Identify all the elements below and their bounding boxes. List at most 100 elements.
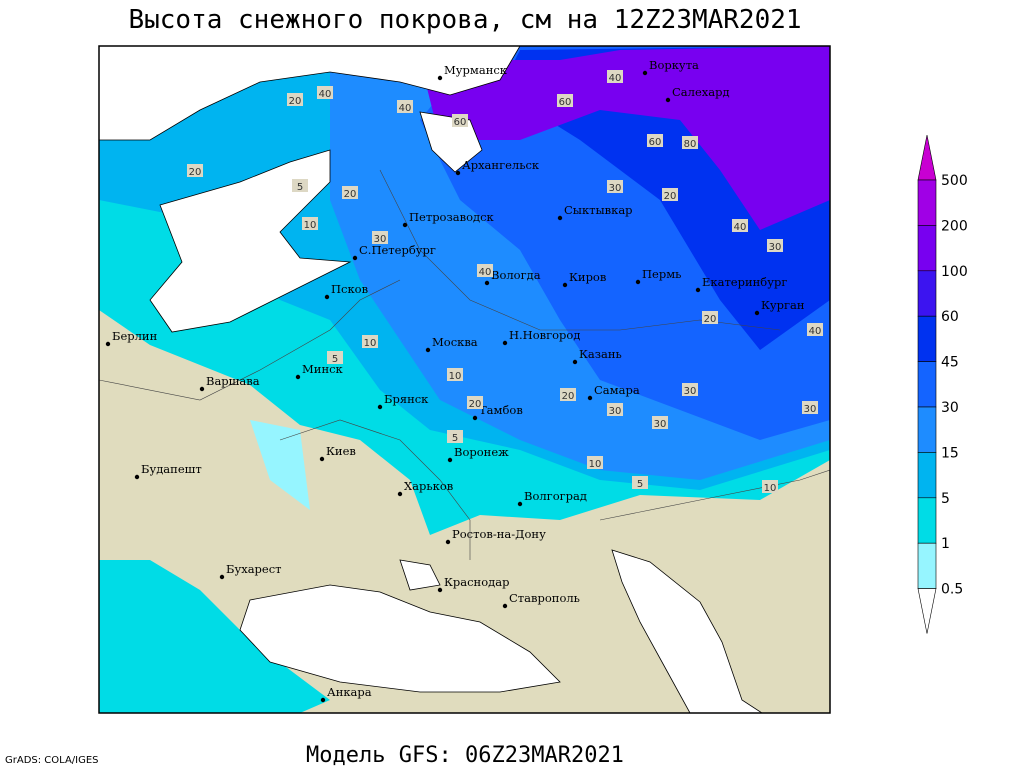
contour-label: 30 [684, 386, 697, 397]
contour-label-box [607, 403, 623, 416]
colorbar-label: 1 [941, 536, 950, 552]
contour-label: 20 [704, 314, 717, 325]
city-dot [587, 395, 593, 401]
map-area [99, 46, 830, 713]
colorbar-label: 60 [941, 309, 959, 325]
city-dot [402, 222, 408, 228]
contour-label-box [372, 231, 388, 244]
contour-label: 40 [479, 267, 492, 278]
contour-label: 40 [399, 103, 412, 114]
city-dot [320, 697, 326, 703]
contour-label-box [292, 179, 308, 192]
colorbar-bottom [917, 588, 937, 634]
contour-label: 20 [664, 191, 677, 202]
city-dot [665, 97, 671, 103]
colorbar-box [917, 361, 937, 408]
map-frame [98, 45, 831, 714]
city-label: Воркута [649, 58, 699, 72]
city-label: Вологда [491, 268, 541, 282]
snow-zone [420, 46, 830, 230]
city-label: Волгоград [524, 489, 587, 503]
city-label: Петрозаводск [409, 210, 495, 224]
city-dot [502, 603, 508, 609]
snow-zone [250, 420, 310, 510]
colorbar-label: 30 [941, 400, 959, 416]
city-dot [517, 501, 523, 507]
city-dot [562, 282, 568, 288]
city-dot [425, 347, 431, 353]
city-label: Анкара [327, 685, 372, 699]
colorbar: 500 200 100 60 45 30 15 5 1 0.5 [917, 134, 968, 634]
colorbar-box [917, 497, 937, 544]
city-dot [134, 474, 140, 480]
contour-label-box [397, 100, 413, 113]
contour-label-box [767, 239, 783, 252]
colorbar-box [917, 542, 937, 589]
city-dot [437, 587, 443, 593]
contour-label: 60 [454, 117, 467, 128]
city-label: Будапешт [141, 462, 202, 476]
city-layer: Мурманск Воркута Салехард Архангельск Петроз… [105, 58, 805, 703]
city-dot [219, 574, 225, 580]
colorbar-box [917, 452, 937, 499]
contour-label-box [302, 217, 318, 230]
contour-label: 5 [297, 182, 303, 193]
contour-label: 40 [734, 222, 747, 233]
map-title: Высота снежного покрова, см на 12Z23MAR2… [128, 5, 801, 35]
city-dot [199, 386, 205, 392]
city-label: Ростов-на-Дону [452, 527, 546, 541]
contour-label-box [802, 401, 818, 414]
contour-label: 60 [649, 137, 662, 148]
city-label: Киров [569, 270, 606, 284]
contour-label-box [652, 416, 668, 429]
credit: GrADS: COLA/IGES [5, 755, 99, 766]
city-dot [352, 255, 358, 261]
border [379, 169, 781, 331]
city-label: Салехард [672, 85, 730, 99]
city-label: Тамбов [479, 403, 523, 417]
contour-label: 30 [609, 406, 622, 417]
contour-label-box [557, 94, 573, 107]
contour-label: 20 [189, 167, 202, 178]
colorbar-box [917, 225, 937, 272]
snow-zone [99, 560, 330, 713]
city-label: Москва [432, 335, 478, 349]
model-label: Модель GFS: 06Z23MAR2021 [306, 743, 624, 768]
city-dot [445, 539, 451, 545]
contour-label-box [607, 70, 623, 83]
contour-label-box [647, 134, 663, 147]
contour-label: 40 [609, 73, 622, 84]
contour-label-box [632, 476, 648, 489]
contour-label-box [447, 430, 463, 443]
city-dot [105, 341, 111, 347]
contour-label: 30 [374, 234, 387, 245]
contour-label-box [560, 388, 576, 401]
contour-label-box [477, 264, 493, 277]
city-dot [455, 170, 461, 176]
contour-label-box [342, 186, 358, 199]
city-dot [484, 280, 490, 286]
city-label: Мурманск [444, 63, 508, 77]
contour-label: 5 [637, 479, 643, 490]
colorbar-box [917, 179, 937, 226]
contour-label-box [317, 86, 333, 99]
city-label: Киев [326, 444, 356, 458]
city-label: С.Петербург [359, 243, 436, 257]
city-label: Екатеринбург [702, 275, 787, 289]
contour-label: 10 [589, 459, 602, 470]
city-dot [572, 359, 578, 365]
contour-label: 40 [319, 89, 332, 100]
colorbar-label: 200 [941, 218, 968, 234]
contour-label: 40 [809, 326, 822, 337]
city-label: Ставрополь [509, 591, 580, 605]
city-label: Харьков [404, 479, 453, 493]
contour-label-box [807, 323, 823, 336]
contour-label: 30 [769, 242, 782, 253]
city-dot [502, 340, 508, 346]
contour-label-box [702, 311, 718, 324]
sea [239, 584, 561, 693]
contour-label-box [682, 383, 698, 396]
city-dot [642, 70, 648, 76]
city-label: Брянск [384, 392, 429, 406]
contour-label: 10 [364, 338, 377, 349]
